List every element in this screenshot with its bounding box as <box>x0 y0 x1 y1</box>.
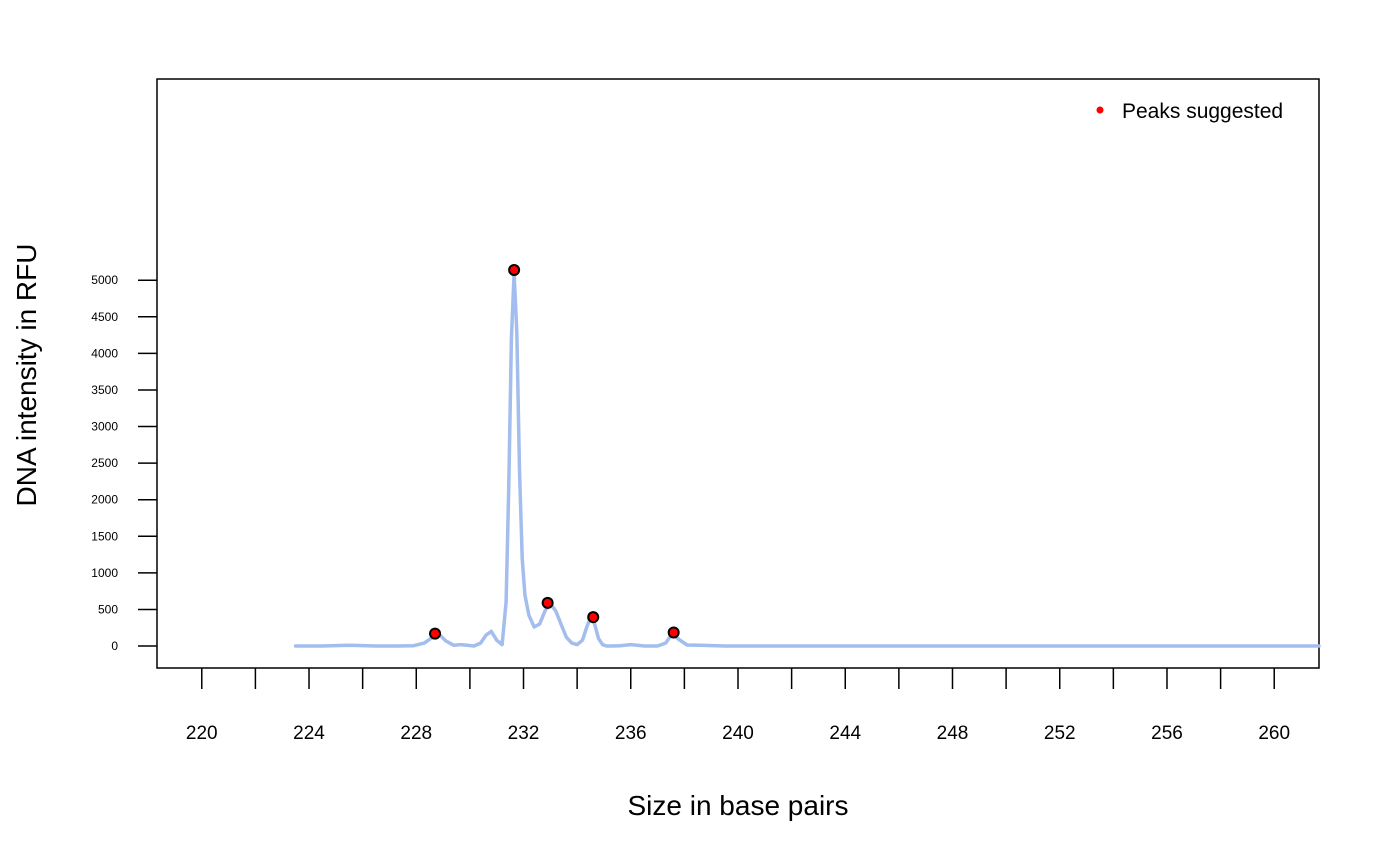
legend-marker <box>1096 106 1104 114</box>
plot-frame <box>156 78 1320 669</box>
y-tick-label: 4000 <box>91 346 118 360</box>
x-tick-label: 252 <box>1044 723 1076 744</box>
x-tick-label: 228 <box>400 723 432 744</box>
series-layer <box>293 271 1321 648</box>
peak-point <box>541 596 554 609</box>
y-axis-title: DNA intensity in RFU <box>11 244 42 507</box>
y-tick-label: 1000 <box>91 566 118 580</box>
peaks-layer <box>429 263 680 640</box>
x-axis-title: Size in base pairs <box>627 790 848 821</box>
x-tick-label: 224 <box>293 723 325 744</box>
legend: Peaks suggested <box>1096 100 1283 123</box>
y-tick-label: 500 <box>98 602 118 616</box>
peak-point <box>667 626 680 639</box>
peak-point <box>587 611 600 624</box>
x-tick-label: 260 <box>1258 723 1290 744</box>
y-tick-label: 0 <box>111 639 118 653</box>
x-tick-label: 236 <box>615 723 647 744</box>
y-tick-label: 3000 <box>91 420 118 434</box>
x-tick-label: 248 <box>937 723 969 744</box>
y-tick-label: 2500 <box>91 456 118 470</box>
x-tick-label: 244 <box>829 723 861 744</box>
y-axis: 0 500 1000 1500 2000 2500 3000 3500 4000 4500 5000 <box>91 273 157 653</box>
x-tick-label: 240 <box>722 723 754 744</box>
x-tick-label: 256 <box>1151 723 1183 744</box>
y-tick-label: 5000 <box>91 273 118 287</box>
series-line <box>293 271 1321 648</box>
legend-label: Peaks suggested <box>1122 100 1283 123</box>
y-tick-label: 1500 <box>91 529 118 543</box>
x-tick-label: 232 <box>508 723 540 744</box>
x-axis: 220 224 228 232 236 240 244 248 252 256 260 <box>186 668 1290 744</box>
peak-point <box>508 263 521 276</box>
x-tick-label: 220 <box>186 723 218 744</box>
peak-point <box>429 627 442 640</box>
y-tick-label: 2000 <box>91 493 118 507</box>
y-tick-label: 3500 <box>91 383 118 397</box>
y-tick-label: 4500 <box>91 310 118 324</box>
